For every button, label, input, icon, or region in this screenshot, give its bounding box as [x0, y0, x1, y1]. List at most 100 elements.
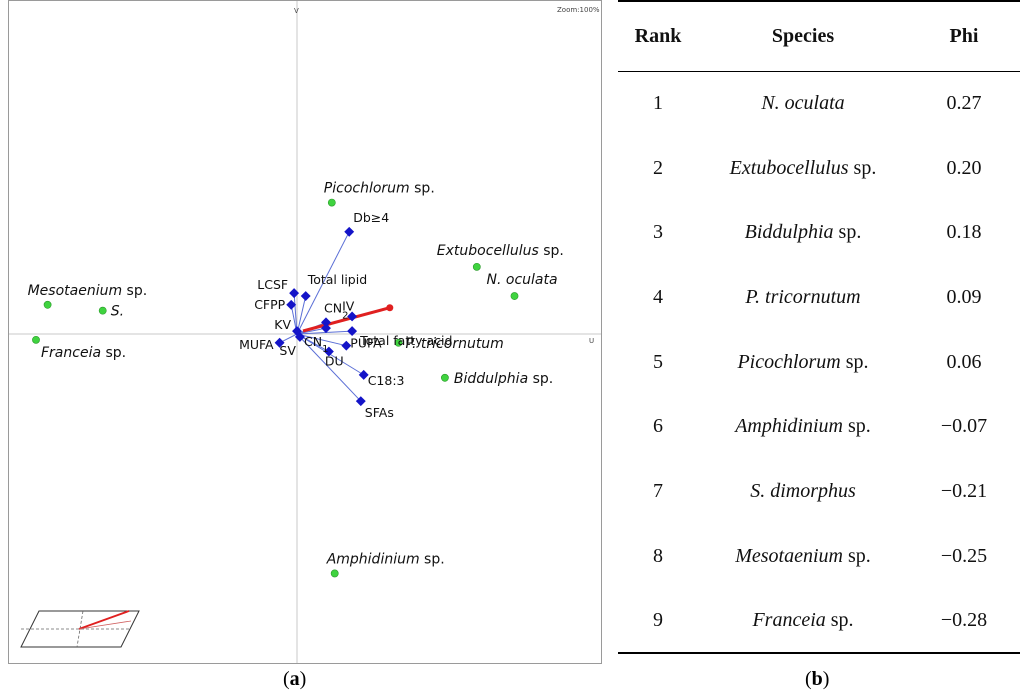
species-cell: S. dimorphus: [698, 459, 908, 524]
variable-label: C18:3: [368, 373, 405, 388]
phi-cell: 0.09: [946, 285, 982, 308]
species-suffix: sp.: [840, 350, 869, 373]
orientation-inset-axis: [76, 610, 84, 648]
species-name: S. dimorphus: [750, 479, 856, 502]
rank-cell: 5: [653, 350, 663, 373]
species-point: [472, 262, 481, 271]
variable-vector-line: [296, 333, 362, 402]
species-name: Extubocellulus: [729, 156, 849, 179]
y-axis-label: V: [294, 7, 299, 15]
variable-vector-marker: [274, 337, 285, 348]
table-row: 7 S. dimorphus −0.21: [618, 459, 1020, 524]
variable-label: IV: [342, 298, 355, 313]
species-label: Picochlorum sp.: [324, 181, 435, 197]
rank-cell: 6: [653, 415, 663, 438]
species-label: Franceia sp.: [41, 345, 126, 361]
phi-cell: 0.20: [946, 156, 982, 179]
phi-cell: −0.25: [940, 544, 988, 567]
rank-cell: 9: [653, 608, 663, 631]
variable-label: CFPP: [254, 297, 285, 312]
rank-cell: 8: [653, 544, 663, 567]
variable-vector-marker: [286, 299, 297, 310]
table-row: 2 Extubocellulus sp. 0.20: [618, 136, 1020, 201]
variable-vector-marker: [355, 396, 366, 407]
column-header-species: Species: [771, 24, 835, 47]
phi-cell: −0.28: [940, 608, 988, 631]
species-name: N. oculata: [761, 92, 845, 115]
rank-cell: 4: [653, 285, 663, 308]
species-label: S.: [111, 304, 124, 320]
species-suffix: sp.: [825, 608, 854, 631]
red-vector-line: [302, 306, 391, 333]
table-row: 9 Franceia sp. −0.28: [618, 589, 1020, 654]
phi-cell: 0.06: [946, 350, 982, 373]
variable-vector-marker: [347, 311, 358, 322]
table-row: 5 Picochlorum sp. 0.06: [618, 330, 1020, 395]
species-name: Picochlorum: [737, 350, 841, 373]
species-label: Extubocellulus sp.: [437, 243, 564, 259]
species-point: [98, 306, 107, 315]
zoom-label: Zoom:100%: [557, 6, 600, 14]
variable-label: SFAs: [365, 405, 394, 420]
rank-cell: 3: [653, 221, 663, 244]
species-cell: Extubocellulus sp.: [698, 136, 908, 201]
orientation-inset-vector: [78, 620, 132, 630]
variable-label: LCSF: [257, 277, 288, 292]
species-label: Amphidinium sp.: [326, 551, 445, 567]
species-label: Biddulphia sp.: [454, 371, 553, 387]
variable-vector-line: [296, 231, 350, 335]
species-point: [327, 198, 336, 207]
variable-vector-marker: [323, 346, 334, 357]
species-suffix: sp.: [842, 415, 871, 438]
panel-b-caption: (b): [805, 668, 830, 690]
variable-vector-line: [296, 327, 327, 335]
variable-label: Total lipid: [307, 272, 367, 287]
rank-cell: 1: [653, 92, 663, 115]
table-row: 1 N. oculata 0.27: [618, 71, 1020, 136]
species-point: [440, 373, 449, 382]
species-cell: Picochlorum sp.: [698, 330, 908, 395]
table-row: 4 P. tricornutum 0.09: [618, 265, 1020, 330]
red-vector-marker: [386, 304, 394, 312]
species-suffix: sp.: [842, 544, 871, 567]
phi-cell: 0.18: [946, 221, 982, 244]
variable-vector-marker: [300, 291, 311, 301]
phi-cell: −0.07: [940, 415, 988, 438]
variable-label: SV: [279, 343, 296, 358]
species-name: P. tricornutum: [745, 285, 861, 308]
species-cell: N. oculata: [698, 71, 908, 136]
variable-label: KV: [274, 317, 291, 332]
variable-vector-marker: [344, 226, 355, 237]
variable-label: Db≥4: [353, 210, 389, 225]
variable-vector-marker: [321, 323, 331, 334]
column-header-rank: Rank: [634, 24, 682, 47]
variable-vector-marker: [294, 331, 305, 342]
species-cell: Mesotaenium sp.: [698, 524, 908, 589]
variable-vector-marker: [347, 326, 358, 337]
variable-vector-marker: [341, 340, 352, 351]
species-point: [510, 292, 519, 300]
table-row: 3 Biddulphia sp. 0.18: [618, 200, 1020, 265]
species-cell: Amphidinium sp.: [698, 394, 908, 459]
ranking-table-panel: Rank Species Phi 1 N. oculata 0.27 2 Extuboc…: [618, 0, 1020, 660]
species-label: Mesotaenium sp.: [28, 283, 148, 299]
species-name: Biddulphia: [744, 221, 834, 244]
variable-label: Total fatty acid: [359, 333, 452, 348]
variable-label: CN2: [324, 300, 348, 321]
biplot-chart: V U Zoom:100% Db≥4 Total lipid LCSF CFPP CN2IV…: [9, 1, 601, 663]
phi-cell: −0.21: [940, 479, 988, 502]
orientation-inset-frame: [20, 610, 140, 648]
rank-cell: 7: [653, 479, 663, 502]
rank-cell: 2: [653, 156, 663, 179]
variable-vector-marker: [289, 288, 300, 299]
variable-label: PUFA: [350, 336, 382, 351]
orientation-inset-vector: [78, 610, 130, 630]
variable-vector-marker: [321, 317, 331, 328]
variable-label: DU: [325, 354, 344, 369]
species-suffix: sp.: [833, 221, 862, 244]
table-row: 8 Mesotaenium sp. −0.25: [618, 524, 1020, 589]
x-axis-label: U: [589, 337, 594, 345]
variable-vector-line: [296, 330, 353, 335]
species-point: [32, 335, 40, 344]
panel-a-caption: (a): [283, 668, 307, 690]
